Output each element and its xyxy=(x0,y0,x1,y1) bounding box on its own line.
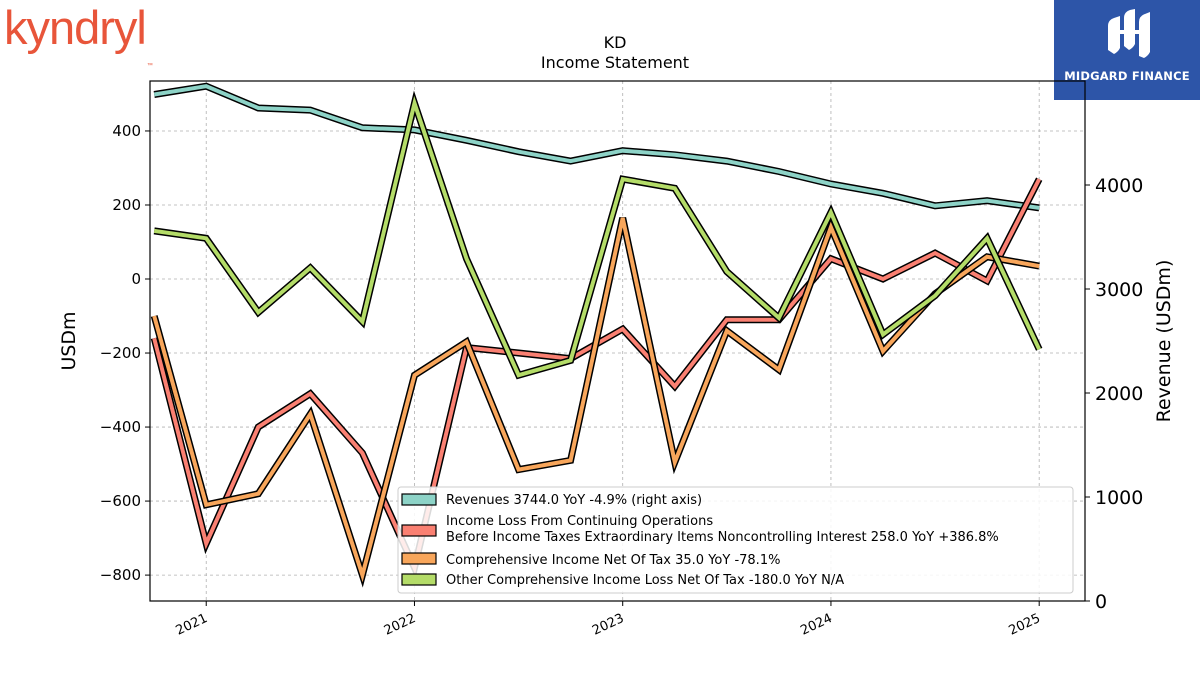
x-tick-label: 2021 xyxy=(174,611,210,639)
legend-label-other-comprehensive-income: Other Comprehensive Income Loss Net Of T… xyxy=(446,573,844,588)
axes-frame xyxy=(149,80,1086,602)
x-tick-label: 2024 xyxy=(798,611,834,639)
legend-entry-comprehensive-income: Comprehensive Income Net Of Tax 35.0 YoY… xyxy=(401,552,780,568)
y-tick-label: 0 xyxy=(131,270,141,288)
legend-swatch-other-comprehensive-income xyxy=(401,573,437,586)
y-tick-label: −800 xyxy=(100,566,141,584)
series-line xyxy=(153,95,1042,378)
midgard-finance-wordmark: MIDGARD FINANCE xyxy=(1064,69,1190,83)
y2-tick-label: 0 xyxy=(1095,591,1107,613)
y2-tick-label: 2000 xyxy=(1095,383,1143,405)
series-line xyxy=(153,84,1040,210)
legend-label-comprehensive-income: Comprehensive Income Net Of Tax 35.0 YoY… xyxy=(446,553,780,568)
legend-entry-other-comprehensive-income: Other Comprehensive Income Loss Net Of T… xyxy=(401,573,844,588)
y-tick-label: 200 xyxy=(112,196,141,214)
midgard-emblem-icon xyxy=(1108,9,1150,58)
y2-tick-label: 1000 xyxy=(1095,487,1143,509)
series-line-outline xyxy=(153,82,1040,212)
y2-tick-label: 4000 xyxy=(1095,175,1143,197)
legend-swatch-comprehensive-income xyxy=(401,552,437,565)
legend-entry-pretax-income: Income Loss From Continuing Operations B… xyxy=(401,514,999,545)
kyndryl-logo: kyndryl™ xyxy=(4,1,153,69)
y-tick-label: 400 xyxy=(112,122,141,140)
series-other-comprehensive-income xyxy=(153,90,1043,380)
legend-box xyxy=(397,486,1074,594)
legend-swatch-pretax-income xyxy=(401,524,437,537)
chart-subtitle: Income Statement xyxy=(541,53,689,72)
legend-label-pretax-income: Income Loss From Continuing Operations B… xyxy=(446,514,999,545)
x-tick-label: 2022 xyxy=(382,611,418,639)
legend-swatch-revenues xyxy=(401,493,437,506)
series-revenues xyxy=(153,82,1040,212)
series-lines xyxy=(150,82,1043,588)
midgard-finance-logo: MIDGARD FINANCE xyxy=(1054,0,1200,100)
y2-axis-label: Revenue (USDm) xyxy=(1153,260,1175,423)
legend-label-revenues: Revenues 3744.0 YoY -4.9% (right axis) xyxy=(446,493,702,508)
chart-title: KD xyxy=(604,33,627,52)
series-comprehensive-income xyxy=(150,217,1040,588)
series-line xyxy=(152,217,1040,583)
legend-entry-revenues: Revenues 3744.0 YoY -4.9% (right axis) xyxy=(401,493,702,508)
y-tick-label: −200 xyxy=(100,344,141,362)
y-axis-label: USDm xyxy=(58,311,80,370)
chart-legend: Revenues 3744.0 YoY -4.9% (right axis) I… xyxy=(397,486,1074,594)
y2-tick-label: 3000 xyxy=(1095,279,1143,301)
x-tick-label: 2025 xyxy=(1007,611,1043,639)
y-tick-label: −600 xyxy=(100,492,141,510)
y-tick-label: −400 xyxy=(100,418,141,436)
x-tick-label: 2023 xyxy=(590,611,626,639)
